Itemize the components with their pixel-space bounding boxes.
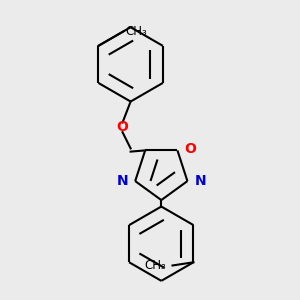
Text: O: O <box>117 120 128 134</box>
Text: N: N <box>194 174 206 188</box>
Text: O: O <box>184 142 196 156</box>
Text: CH₃: CH₃ <box>144 259 166 272</box>
Text: CH₃: CH₃ <box>125 25 147 38</box>
Text: N: N <box>116 174 128 188</box>
